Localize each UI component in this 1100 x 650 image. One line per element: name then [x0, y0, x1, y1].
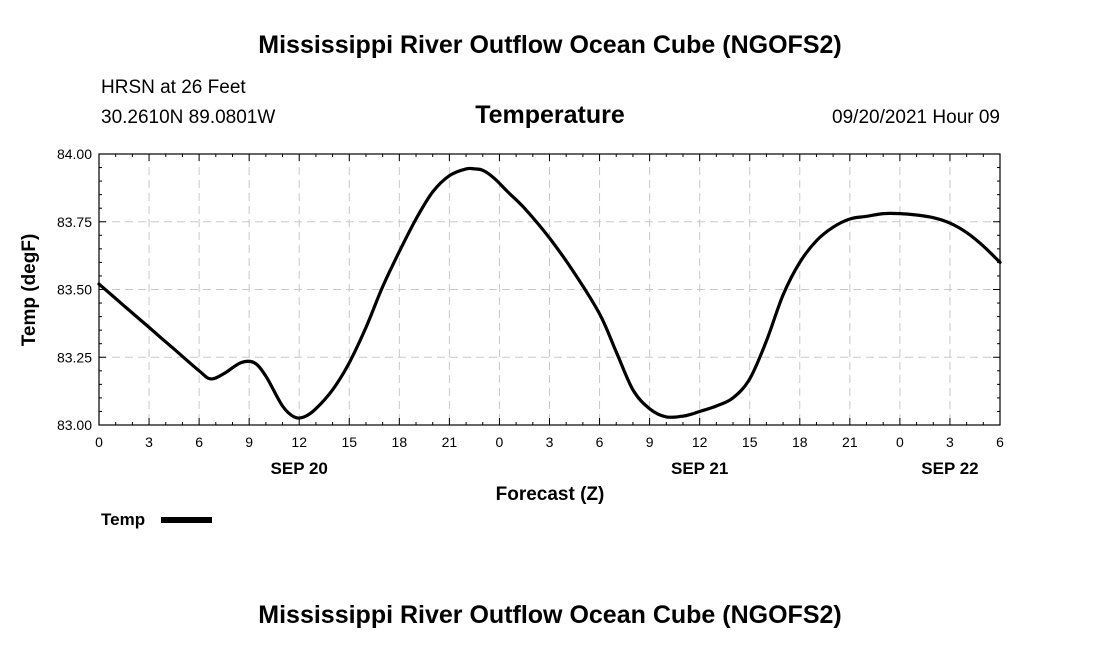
x-tick-label: 3 — [946, 434, 954, 450]
x-tick-label: 0 — [896, 434, 904, 450]
x-tick-label: 12 — [291, 434, 307, 450]
y-tick-label: 84.00 — [57, 146, 92, 162]
y-tick-label: 83.50 — [57, 282, 92, 298]
x-tick-label: 12 — [692, 434, 708, 450]
x-tick-label: 3 — [145, 434, 153, 450]
plot-frame — [98, 153, 1001, 426]
forecast-datetime: 09/20/2021 Hour 09 — [832, 107, 1000, 128]
date-label: SEP 20 — [271, 459, 328, 478]
x-tick-label: 0 — [496, 434, 504, 450]
station-coordinates: 30.2610N 89.0801W — [101, 107, 276, 128]
x-tick-label: 6 — [195, 434, 203, 450]
x-tick-label: 9 — [646, 434, 654, 450]
y-tick-label: 83.75 — [57, 214, 92, 230]
x-tick-label: 6 — [996, 434, 1004, 450]
x-tick-label: 21 — [442, 434, 458, 450]
chart-subtitle: Temperature — [475, 101, 625, 129]
x-axis-label: Forecast (Z) — [496, 484, 605, 505]
grid-layer — [99, 154, 1000, 425]
x-tick-label: 15 — [341, 434, 357, 450]
x-tick-label: 0 — [95, 434, 103, 450]
chart-title-bottom: Mississippi River Outflow Ocean Cube (NG… — [258, 601, 842, 629]
x-tick-label: 3 — [546, 434, 554, 450]
tick-layer: 0 3 6 9 12 15 18 21 0 3 6 9 12 15 18 21 0 3 6 SEP 20 SEP 21 S… — [57, 146, 1004, 478]
date-label: SEP 22 — [921, 459, 978, 478]
legend-label: Temp — [101, 510, 145, 529]
y-axis-label: Temp (degF) — [19, 234, 40, 347]
station-label: HRSN at 26 Feet — [101, 77, 246, 98]
x-tick-label: 18 — [392, 434, 408, 450]
x-tick-label: 9 — [245, 434, 253, 450]
x-tick-label: 6 — [596, 434, 604, 450]
y-tick-label: 83.25 — [57, 349, 92, 365]
y-tick-label: 83.00 — [57, 417, 92, 433]
chart-title-top: Mississippi River Outflow Ocean Cube (NG… — [258, 31, 842, 59]
temp-series-line — [97, 166, 1002, 420]
x-tick-label: 18 — [792, 434, 808, 450]
x-tick-label: 15 — [742, 434, 758, 450]
date-label: SEP 21 — [671, 459, 728, 478]
x-tick-label: 21 — [842, 434, 858, 450]
